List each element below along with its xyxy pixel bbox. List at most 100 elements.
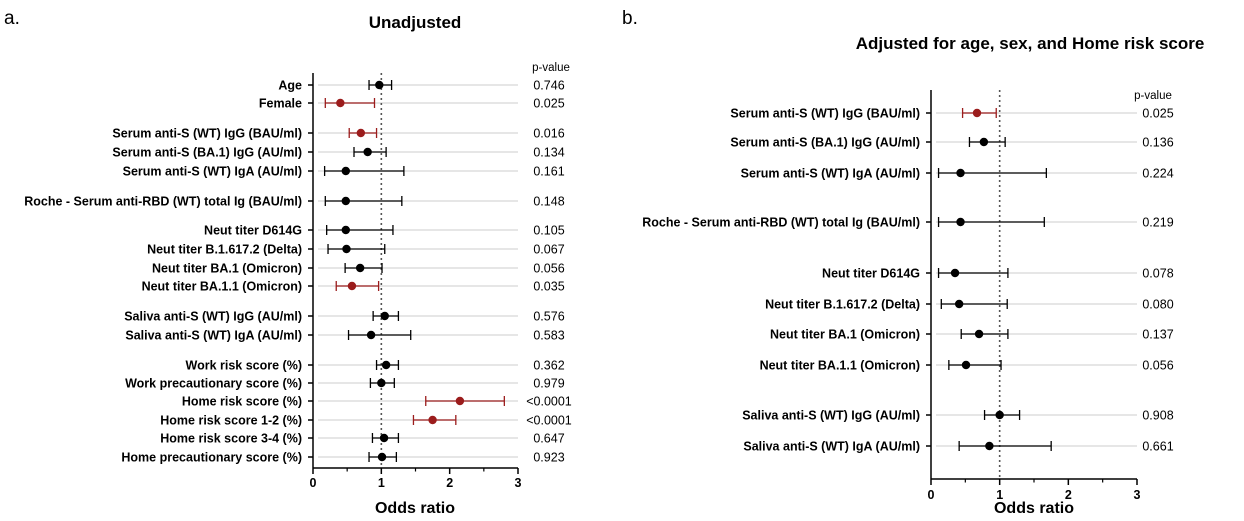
panel-b-p-value: 0.056 [1142,359,1173,373]
panel-b-point-estimate [974,329,984,339]
panel-b-adjusted: b. Adjusted for age, sex, and Home risk … [622,8,1204,517]
panel-a-p-value: 0.362 [533,359,564,373]
panel-a-row-label: Neut titer BA.1.1 (Omicron) [142,280,302,294]
panel-b-p-value: 0.025 [1142,107,1173,121]
panel-b-row-label: Roche - Serum anti-RBD (WT) total Ig (BA… [642,216,920,230]
panel-b-p-value: 0.224 [1142,167,1173,181]
panel-a-point-estimate [336,98,345,108]
panel-a-p-value: 0.647 [533,432,564,446]
panel-a-row-label: Neut titer BA.1 (Omicron) [152,262,302,276]
panel-b-row-label: Serum anti-S (BA.1) IgG (AU/ml) [730,136,920,150]
panel-b-p-value: 0.661 [1142,440,1173,454]
panel-b-point-estimate [972,108,982,118]
panel-a-row-label: Female [259,97,302,111]
panel-b-title: Adjusted for age, sex, and Home risk sco… [856,34,1205,53]
panel-b-point-estimate [954,299,964,309]
panel-a-point-estimate [379,433,389,443]
panel-a-p-value: 0.134 [533,146,564,160]
panel-b-row-label: Saliva anti-S (WT) IgG (AU/ml) [742,409,920,423]
panel-a-p-value: 0.056 [533,262,564,276]
panel-a-unadjusted: a. Unadjusted p-value Odds ratio 0 1 2 3 Age… [4,8,572,517]
panel-b-row-label: Saliva anti-S (WT) IgA (AU/ml) [743,440,920,454]
panel-a-row-label: Saliva anti-S (WT) IgG (AU/ml) [124,310,302,324]
panel-a-row-label: Age [278,79,302,93]
panel-a-point-estimate [363,147,372,157]
panel-a-row-label: Saliva anti-S (WT) IgA (AU/ml) [125,329,302,343]
panel-a-p-value: <0.0001 [526,395,572,409]
panel-b-x-axis-title: Odds ratio [994,500,1074,517]
panel-b-point-estimate [956,217,965,227]
panel-b-x-tick-label: 2 [1065,488,1072,502]
panel-b-row-label: Neut titer B.1.617.2 (Delta) [765,298,920,312]
panel-a-row-label: Serum anti-S (WT) IgA (AU/ml) [123,165,302,179]
panel-a-point-estimate [342,244,351,254]
panel-a-p-value: 0.025 [533,97,564,111]
panel-a-point-estimate [377,378,386,388]
panel-b-row-label: Neut titer BA.1.1 (Omicron) [760,359,920,373]
panel-a-p-value: 0.148 [533,195,564,209]
panel-a-row-label: Work precautionary score (%) [125,377,302,391]
panel-a-point-estimate [341,166,350,176]
panel-b-row-label: Serum anti-S (WT) IgA (AU/ml) [741,167,920,181]
panel-a-point-estimate [377,452,387,462]
panel-a-row-label: Roche - Serum anti-RBD (WT) total Ig (BA… [24,195,302,209]
panel-a-letter: a. [4,8,20,29]
panel-b-point-estimate [950,268,960,278]
panel-a-p-value: 0.161 [533,165,564,179]
panel-b-p-value: 0.078 [1142,267,1173,281]
panel-a-p-value: 0.035 [533,280,564,294]
panel-a-row-label: Home risk score 1-2 (%) [160,414,302,428]
panel-a-point-estimate [455,396,465,406]
panel-a-x-tick-label: 2 [446,476,453,490]
panel-a-point-estimate [428,415,437,425]
panel-a-p-value: 0.105 [533,224,564,238]
panel-a-x-tick-label: 1 [378,476,385,490]
panel-a-row-label: Work risk score (%) [186,359,302,373]
panel-b-x-tick-label: 1 [996,488,1003,502]
panel-b-point-estimate [979,137,989,147]
panel-b-x-tick-label: 0 [928,488,935,502]
panel-a-point-estimate [355,263,365,273]
panel-a-point-estimate [341,196,350,206]
panel-b-p-value: 0.908 [1142,409,1173,423]
panel-a-row-label: Serum anti-S (WT) IgG (BAU/ml) [112,127,302,141]
panel-a-title: Unadjusted [369,13,462,32]
panel-a-point-estimate [356,128,366,138]
panel-a-point-estimate [381,360,391,370]
panel-a-p-value: 0.576 [533,310,564,324]
panel-a-row-label: Serum anti-S (BA.1) IgG (AU/ml) [112,146,302,160]
panel-a-p-value: 0.067 [533,243,564,257]
panel-b-p-value: 0.137 [1142,328,1173,342]
panel-a-point-estimate [366,330,376,340]
panel-a-p-value: 0.746 [533,79,564,93]
panel-b-pvalue-header: p-value [1134,90,1172,102]
panel-a-p-value: 0.016 [533,127,564,141]
panel-b-point-estimate [956,168,965,178]
panel-a-row-label: Home risk score (%) [182,395,302,409]
panel-b-x-tick-label: 3 [1134,488,1141,502]
panel-a-p-value: 0.979 [533,377,564,391]
panel-a-p-value: 0.923 [533,451,564,465]
panel-a-p-value: <0.0001 [526,414,572,428]
panel-b-row-label: Neut titer D614G [822,267,920,281]
panel-b-point-estimate [995,410,1004,420]
panel-b-p-value: 0.219 [1142,216,1173,230]
panel-a-point-estimate [347,281,357,291]
panel-a-point-estimate [375,80,384,90]
panel-a-row-label: Neut titer B.1.617.2 (Delta) [147,243,302,257]
panel-b-letter: b. [622,8,638,29]
panel-b-p-value: 0.080 [1142,298,1173,312]
panel-b-row-label: Serum anti-S (WT) IgG (BAU/ml) [730,107,920,121]
panel-a-p-value: 0.583 [533,329,564,343]
panel-a-x-tick-label: 0 [310,476,317,490]
panel-b-point-estimate [985,441,994,451]
panel-b-point-estimate [961,360,971,370]
panel-a-row-label: Neut titer D614G [204,224,302,238]
panel-a-x-axis-title: Odds ratio [375,500,455,517]
panel-a-pvalue-header: p-value [532,62,570,74]
panel-a-x-tick-label: 3 [515,476,522,490]
panel-a-point-estimate [380,311,389,321]
panel-a-row-label: Home risk score 3-4 (%) [160,432,302,446]
panel-b-row-label: Neut titer BA.1 (Omicron) [770,328,920,342]
